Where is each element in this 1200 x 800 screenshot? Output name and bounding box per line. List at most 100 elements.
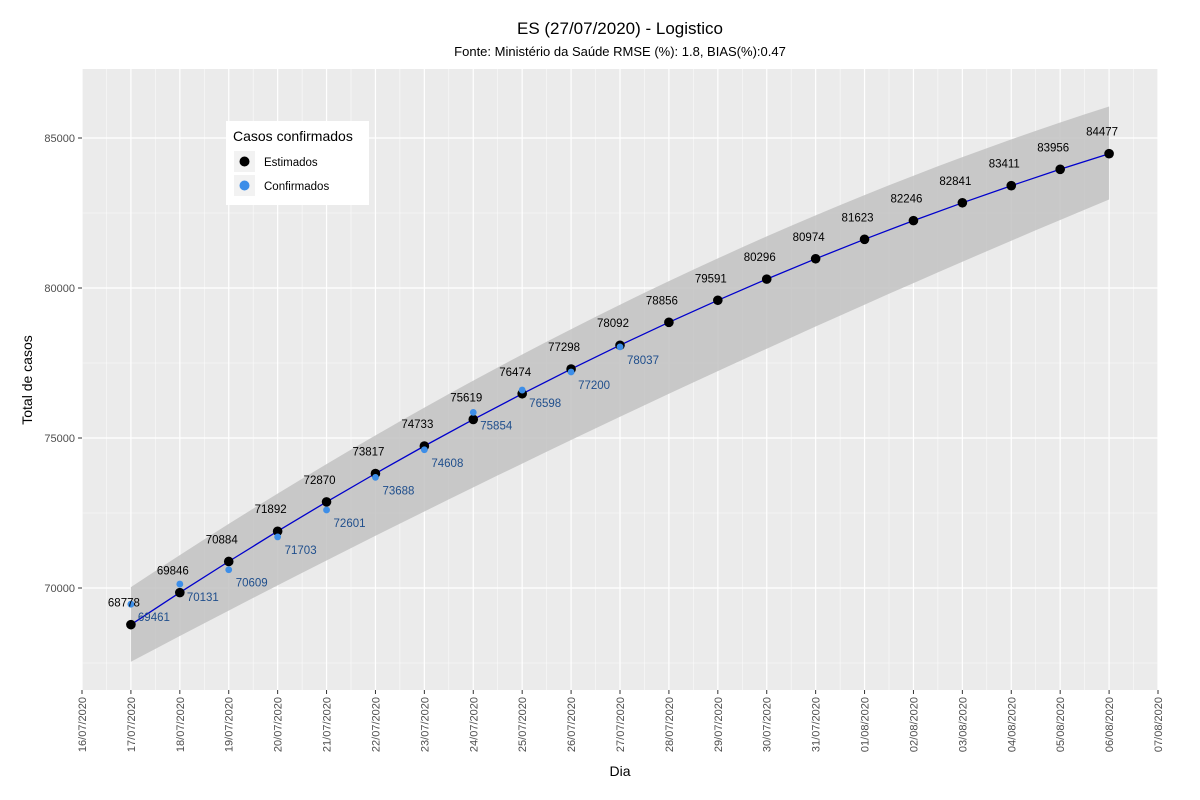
point-confirmado [274,533,282,541]
data-label-estimado: 84477 [1086,127,1118,139]
legend: Casos confirmados Estimados Confirmados [226,121,369,205]
x-tick-label: 17/07/2020 [126,697,138,752]
point-estimado [908,215,919,226]
x-tick-label: 23/07/2020 [419,697,431,752]
data-label-confirmado: 74608 [431,458,463,470]
point-estimado [713,295,723,306]
x-tick-label: 03/08/2020 [957,697,969,752]
points-layer [126,148,1114,630]
x-tick-label: 21/07/2020 [322,697,334,752]
x-tick-label: 31/07/2020 [811,697,823,752]
data-label-estimado: 79591 [695,273,727,285]
data-label-confirmado: 75854 [480,420,513,432]
point-confirmado [616,343,624,351]
y-tick-label: 80000 [44,283,75,295]
data-labels-layer: 68778 69846 70884 71892 72870 73817 74733 75619… [108,127,1118,624]
x-tick-label: 27/07/2020 [615,697,627,752]
point-estimado [468,414,479,425]
y-axis: 70000 75000 80000 85000 [44,133,82,595]
data-label-confirmado: 70131 [187,592,219,604]
point-estimado [1006,180,1017,191]
point-estimado [175,587,185,598]
data-label-estimado: 69846 [157,566,189,578]
data-label-confirmado: 78037 [627,355,659,367]
x-tick-label: 01/08/2020 [860,697,872,752]
x-tick-label: 30/07/2020 [762,697,774,752]
data-label-confirmado: 69461 [138,612,170,624]
x-tick-label: 06/08/2020 [1104,697,1116,752]
point-estimado [859,234,870,245]
point-estimado [321,497,332,507]
y-tick-label: 75000 [44,433,75,445]
data-label-estimado: 73817 [352,446,384,458]
point-estimado [223,556,234,567]
data-label-confirmado: 76598 [529,398,561,410]
point-confirmado [225,566,233,574]
point-estimado [126,619,136,630]
x-tick-label: 29/07/2020 [713,697,725,752]
confidence-band-layer [130,106,1110,662]
data-label-estimado: 81623 [842,212,874,224]
x-tick-label: 25/07/2020 [517,697,529,752]
data-label-estimado: 83411 [989,159,1020,171]
point-confirmado [372,473,379,481]
data-label-estimado: 78856 [646,295,678,307]
point-estimado [1104,148,1114,159]
x-tick-label: 04/08/2020 [1006,697,1018,752]
legend-label-confirmados: Confirmados [264,181,329,193]
x-tick-label: 24/07/2020 [468,697,480,752]
chart-subtitle: Fonte: Ministério da Saúde RMSE (%): 1.8… [454,44,786,59]
point-confirmado [323,506,330,514]
point-confirmado [518,386,526,394]
chart-title: ES (27/07/2020) - Logistico [517,19,723,38]
point-estimado [957,197,968,208]
data-label-estimado: 72870 [304,475,336,487]
data-label-estimado: 71892 [255,504,287,516]
x-tick-label: 19/07/2020 [224,697,236,752]
point-estimado [664,317,674,328]
data-label-estimado: 77298 [548,342,580,354]
point-confirmado [127,600,135,608]
x-tick-label: 18/07/2020 [175,697,187,752]
legend-label-estimados: Estimados [264,157,318,169]
point-confirmado [469,408,477,416]
point-estimado [272,526,283,537]
data-label-estimado: 83956 [1037,142,1069,154]
data-label-estimado: 78092 [597,318,629,330]
x-tick-label: 22/07/2020 [371,697,383,752]
point-estimado [761,274,772,284]
x-tick-label: 28/07/2020 [664,697,676,752]
data-label-estimado: 80974 [793,232,826,244]
data-label-confirmado: 72601 [334,518,366,530]
confidence-band [130,106,1110,662]
data-label-estimado: 76474 [499,367,532,379]
x-tick-label: 20/07/2020 [273,697,285,752]
x-tick-label: 26/07/2020 [566,697,578,752]
data-label-estimado: 68778 [108,598,140,610]
x-tick-label: 16/07/2020 [77,697,89,752]
x-axis-title: Dia [609,763,630,779]
data-label-estimado: 74733 [401,419,433,431]
data-label-confirmado: 73688 [382,485,414,497]
point-estimado [1055,164,1065,175]
data-label-estimado: 80296 [744,252,776,264]
data-label-estimado: 75619 [450,392,482,404]
y-axis-title: Total de casos [19,335,35,425]
legend-dot-estimados [239,156,250,167]
x-tick-label: 07/08/2020 [1153,697,1165,752]
data-label-estimado: 82246 [890,194,922,206]
data-label-confirmado: 70609 [236,578,268,590]
x-tick-label: 05/08/2020 [1055,697,1067,752]
point-confirmado [420,446,428,454]
legend-dot-confirmados [239,180,250,191]
y-tick-label: 70000 [44,583,75,595]
data-label-estimado: 82841 [939,176,971,188]
x-tick-label: 02/08/2020 [909,697,921,752]
point-estimado [810,253,821,264]
point-confirmado [176,580,184,588]
data-label-estimado: 70884 [206,534,239,546]
data-label-confirmado: 71703 [285,545,317,557]
x-axis: 16/07/2020 17/07/2020 18/07/2020 19/07/2020… [77,690,1165,752]
y-tick-label: 85000 [44,133,75,145]
point-confirmado [567,368,575,376]
